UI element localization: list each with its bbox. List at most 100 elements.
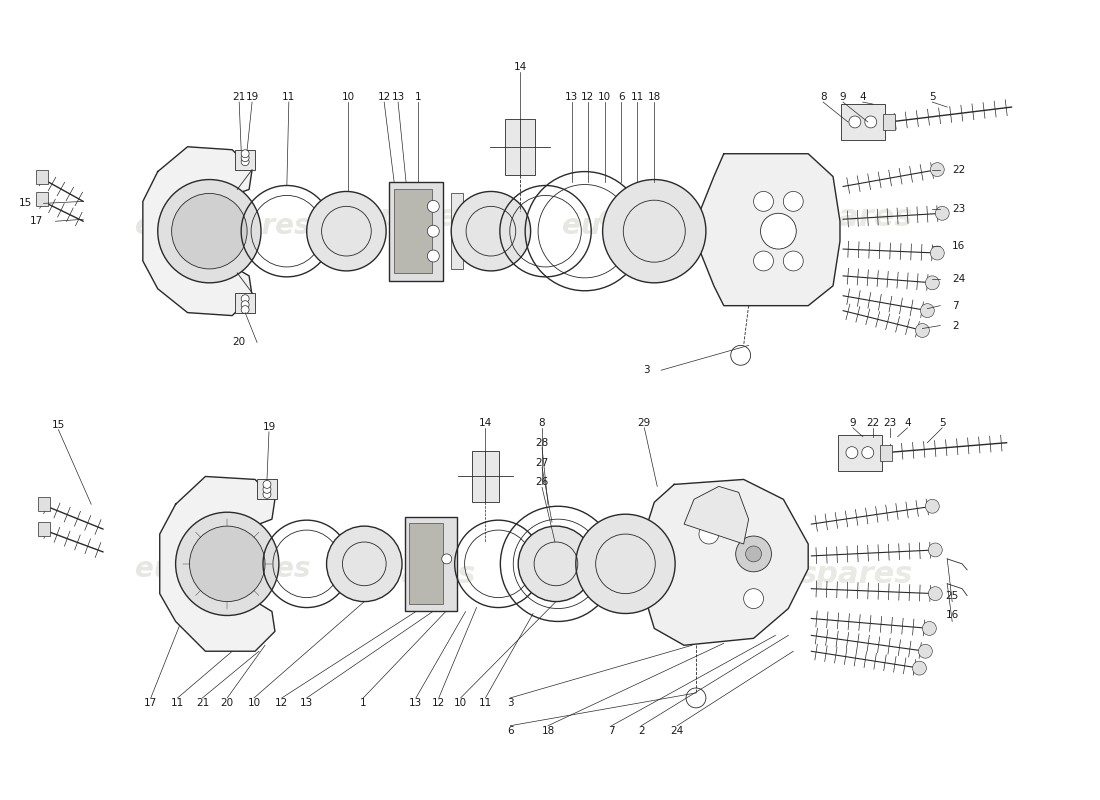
- Text: 23: 23: [883, 418, 896, 428]
- Circle shape: [849, 116, 861, 128]
- Text: 19: 19: [245, 92, 258, 102]
- Bar: [882, 114, 894, 130]
- Text: 14: 14: [514, 62, 527, 72]
- Circle shape: [518, 526, 594, 602]
- Circle shape: [746, 546, 761, 562]
- Text: spares: spares: [362, 202, 476, 232]
- Circle shape: [428, 250, 439, 262]
- Text: 6: 6: [618, 92, 625, 102]
- Text: 5: 5: [930, 92, 936, 102]
- Text: 15: 15: [52, 420, 65, 430]
- Circle shape: [241, 294, 249, 302]
- Circle shape: [861, 446, 873, 458]
- Text: 27: 27: [536, 458, 549, 467]
- Text: 25: 25: [946, 590, 959, 601]
- Text: 24: 24: [671, 726, 684, 736]
- Bar: [37, 498, 50, 511]
- Polygon shape: [684, 486, 749, 544]
- Text: 8: 8: [539, 418, 546, 428]
- Text: 7: 7: [953, 301, 959, 310]
- Text: 28: 28: [536, 438, 549, 448]
- Circle shape: [157, 179, 261, 283]
- Text: 17: 17: [31, 216, 44, 226]
- Circle shape: [307, 191, 386, 271]
- Text: 10: 10: [598, 92, 612, 102]
- Text: 22: 22: [866, 418, 879, 428]
- Text: 10: 10: [454, 698, 467, 708]
- Text: 3: 3: [642, 366, 649, 375]
- Circle shape: [172, 194, 248, 269]
- Bar: [505, 119, 535, 174]
- Text: 17: 17: [144, 698, 157, 708]
- Circle shape: [913, 661, 926, 675]
- Bar: [388, 182, 443, 281]
- Text: 5: 5: [939, 418, 946, 428]
- Text: eurospares: eurospares: [134, 555, 310, 583]
- Circle shape: [783, 191, 803, 211]
- Circle shape: [865, 116, 877, 128]
- Circle shape: [176, 512, 279, 615]
- Bar: [37, 522, 50, 536]
- Circle shape: [923, 622, 936, 635]
- Circle shape: [931, 162, 944, 177]
- Circle shape: [603, 179, 706, 283]
- Circle shape: [241, 158, 249, 166]
- Polygon shape: [235, 150, 255, 170]
- Text: 23: 23: [953, 204, 966, 214]
- Circle shape: [428, 200, 439, 212]
- Text: eurospares: eurospares: [562, 212, 737, 240]
- Text: 12: 12: [581, 92, 594, 102]
- Circle shape: [754, 251, 773, 271]
- Text: 12: 12: [432, 698, 446, 708]
- Text: euro: euro: [162, 202, 240, 232]
- Bar: [409, 523, 442, 604]
- Circle shape: [442, 554, 452, 564]
- Text: 10: 10: [248, 698, 261, 708]
- Polygon shape: [160, 477, 275, 651]
- Bar: [451, 194, 463, 269]
- Text: 11: 11: [630, 92, 644, 102]
- Bar: [394, 190, 432, 273]
- Text: 16: 16: [953, 241, 966, 251]
- Circle shape: [918, 644, 933, 658]
- Circle shape: [241, 150, 249, 158]
- Text: 22: 22: [953, 165, 966, 174]
- Polygon shape: [257, 479, 277, 499]
- Text: 13: 13: [409, 698, 422, 708]
- Polygon shape: [694, 154, 840, 306]
- Circle shape: [846, 446, 858, 458]
- Text: 13: 13: [565, 92, 579, 102]
- Text: 11: 11: [283, 92, 296, 102]
- Circle shape: [931, 246, 944, 260]
- Text: 2: 2: [638, 726, 645, 736]
- Circle shape: [241, 301, 249, 309]
- Circle shape: [241, 154, 249, 162]
- Text: 20: 20: [221, 698, 234, 708]
- Circle shape: [935, 206, 949, 220]
- Circle shape: [428, 226, 439, 237]
- Text: 14: 14: [478, 418, 492, 428]
- Text: 21: 21: [232, 92, 245, 102]
- Bar: [842, 104, 884, 140]
- Text: 12: 12: [377, 92, 390, 102]
- Text: 1: 1: [360, 698, 366, 708]
- Circle shape: [744, 589, 763, 609]
- Text: 9: 9: [839, 92, 846, 102]
- Text: 18: 18: [541, 726, 554, 736]
- Text: 4: 4: [904, 418, 911, 428]
- Circle shape: [928, 543, 943, 557]
- Circle shape: [263, 486, 271, 494]
- Circle shape: [925, 276, 939, 290]
- Text: 13: 13: [392, 92, 405, 102]
- Text: eurospares: eurospares: [562, 555, 737, 583]
- Text: 24: 24: [953, 274, 966, 284]
- Circle shape: [921, 304, 934, 318]
- Circle shape: [698, 524, 718, 544]
- Circle shape: [241, 306, 249, 314]
- Circle shape: [575, 514, 675, 614]
- Circle shape: [327, 526, 402, 602]
- Text: 10: 10: [342, 92, 355, 102]
- Text: spares: spares: [799, 202, 913, 232]
- Text: 26: 26: [536, 478, 549, 487]
- Bar: [405, 517, 456, 611]
